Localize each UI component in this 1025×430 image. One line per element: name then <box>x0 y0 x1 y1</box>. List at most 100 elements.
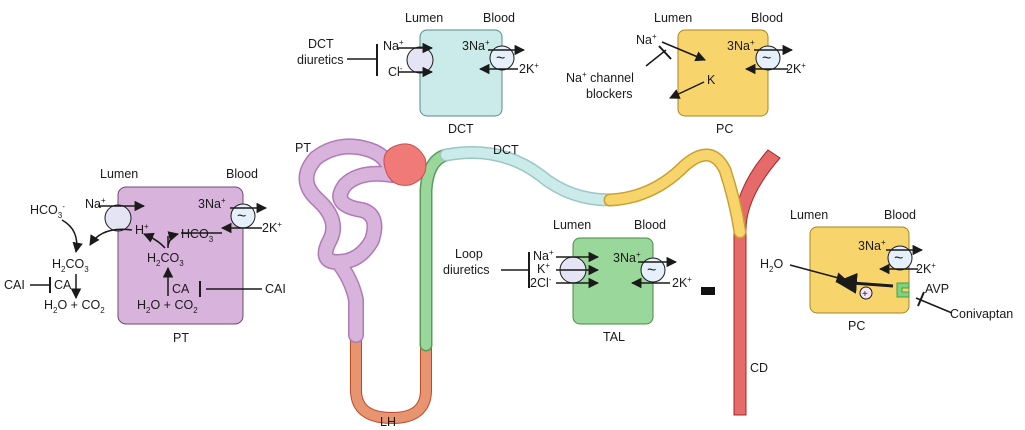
pc-top-blocker-sup: + <box>582 70 587 79</box>
nephron <box>298 138 781 425</box>
dct-na-sup: + <box>399 38 404 47</box>
pt-cai-right: CAI <box>265 282 286 296</box>
pt-hco3-left: HCO <box>30 203 58 217</box>
svg-text:3Na+: 3Na+ <box>462 38 490 53</box>
dct-pump <box>489 45 515 71</box>
svg-text:H2O + CO2: H2O + CO2 <box>137 298 198 315</box>
pt-h2o-cell-a: H <box>137 298 146 312</box>
loop-of-henle <box>350 330 432 425</box>
pc-right-h2o-h: H <box>760 257 769 271</box>
dct-2k-sup: + <box>534 61 539 70</box>
pc-right-pump-glyph: ~ <box>894 250 903 267</box>
tal-2k-label: 2K <box>672 276 688 290</box>
pc-right-2k-label: 2K <box>916 262 932 276</box>
pc-right-avp-label: AVP <box>925 282 949 296</box>
tal-na-label: Na <box>533 249 549 263</box>
tal-pump <box>640 257 666 283</box>
pc-top-blocker-na: Na <box>566 71 582 85</box>
svg-text:3Na+: 3Na+ <box>727 38 755 53</box>
dct-pump-glyph: ~ <box>496 50 505 67</box>
pc-right-pump <box>887 245 913 271</box>
tal-drug-line1: Loop <box>455 247 483 261</box>
pc-right-3na-label: 3Na <box>858 239 881 253</box>
tal-na-sup: + <box>549 248 554 257</box>
svg-text:H2O: H2O <box>760 257 783 274</box>
pt-h2co3-left-h: H <box>52 257 61 271</box>
pc-right-conivaptan-block <box>917 291 925 307</box>
svg-text:2K+: 2K+ <box>262 220 282 235</box>
pc-right-cell-panel: Lumen Blood ~ 3Na+ 2K+ H2O + AVP Conivap… <box>760 208 1013 333</box>
pt-h2co3-cell-sub2: 2 <box>156 259 161 268</box>
pt-h2co3-cell-rest: CO <box>160 251 179 265</box>
svg-text:2Cl-: 2Cl- <box>530 275 552 290</box>
pt-co2-cell-sub2: 2 <box>193 306 198 315</box>
svg-text:3Na+: 3Na+ <box>613 250 641 265</box>
pt-na-label: Na <box>85 197 101 211</box>
pc-right-h2o-o: O <box>773 257 783 271</box>
tal-block-marker <box>701 287 715 295</box>
pt-hco3-cell: HCO <box>181 227 209 241</box>
pc-top-lumen-label: Lumen <box>654 11 692 25</box>
pc-top-2k-sup: + <box>801 61 806 70</box>
pc-right-h2o-sub: 2 <box>769 265 774 274</box>
pc-right-3na-sup: + <box>881 238 886 247</box>
pc-top-pump-glyph: ~ <box>762 50 771 67</box>
svg-text:H+: H+ <box>135 222 149 237</box>
svg-text:Na+: Na+ <box>383 38 404 53</box>
svg-text:2K+: 2K+ <box>916 261 936 276</box>
dct-blood-label: Blood <box>483 11 515 25</box>
svg-text:2K+: 2K+ <box>786 61 806 76</box>
pc-top-pump <box>755 45 781 71</box>
pt-h-label: H <box>135 223 144 237</box>
pc-right-camp-plus-glyph: + <box>862 289 868 300</box>
pt-h2o-left-sub2: 2 <box>53 306 58 315</box>
pt-hco3-left-sub: 3 <box>58 211 63 220</box>
tal-k-label: K <box>537 262 546 276</box>
svg-text:Na+: Na+ <box>85 196 106 211</box>
pc-top-k-label: K <box>707 73 716 87</box>
pt-hco3-cell-sub: 3 <box>209 235 214 244</box>
pt-h2o-left-b: O + CO <box>57 298 100 312</box>
label-lh: LH <box>380 415 396 429</box>
tal-lumen-label: Lumen <box>553 218 591 232</box>
pt-3na-label: 3Na <box>198 197 221 211</box>
pt-h2o-cell-sub2: 2 <box>146 306 151 315</box>
pt-h2co3-left-sub3: 3 <box>84 265 89 274</box>
pt-h2co3-left-rest: CO <box>65 257 84 271</box>
pt-caption: PT <box>173 331 189 345</box>
pc-right-aquaporin-arrow <box>835 272 894 294</box>
pt-ca-cell-label: CA <box>172 282 190 296</box>
pc-top-3na-label: 3Na <box>727 39 750 53</box>
svg-text:Na+: Na+ <box>533 248 554 263</box>
svg-text:2K+: 2K+ <box>672 275 692 290</box>
tal-caption: TAL <box>603 330 625 344</box>
pt-h2o-cell-b: O + CO <box>150 298 193 312</box>
pt-pump-glyph: ~ <box>237 208 246 225</box>
dct-caption: DCT <box>448 122 474 136</box>
tal-cell-panel: Lumen Blood ~ Na+ K+ 2Cl- 3Na+ 2K+ Loop … <box>443 218 692 344</box>
pt-na-sup: + <box>101 196 106 205</box>
svg-text:Na+ channel: Na+ channel <box>566 70 634 85</box>
pt-h2co3-cell-h: H <box>147 251 156 265</box>
pc-top-blood-label: Blood <box>751 11 783 25</box>
svg-text:2K+: 2K+ <box>519 61 539 76</box>
pc-top-cell <box>677 29 769 117</box>
svg-text:Cl-: Cl- <box>388 64 403 79</box>
dct-drug-line1: DCT <box>308 37 334 51</box>
pt-blood-label: Blood <box>226 167 258 181</box>
pt-hco3-left-sup: - <box>62 202 65 211</box>
pc-top-blocker-line1: channel <box>587 71 634 85</box>
avp-receptor-icon <box>896 282 910 298</box>
svg-text:H2CO3: H2CO3 <box>147 251 184 268</box>
pt-co2-left-sub2: 2 <box>100 306 105 315</box>
pt-cai-left: CAI <box>4 278 25 292</box>
pc-top-na-label: Na <box>636 33 652 47</box>
pt-lumen-label: Lumen <box>100 167 138 181</box>
svg-text:Na+: Na+ <box>636 32 657 47</box>
pc-top-2k-label: 2K <box>786 62 802 76</box>
tal-2cl-sup: - <box>549 275 552 284</box>
dct-cell <box>419 29 503 117</box>
pc-top-blocker-line2: blockers <box>586 87 633 101</box>
pt-h-sup: + <box>144 222 149 231</box>
